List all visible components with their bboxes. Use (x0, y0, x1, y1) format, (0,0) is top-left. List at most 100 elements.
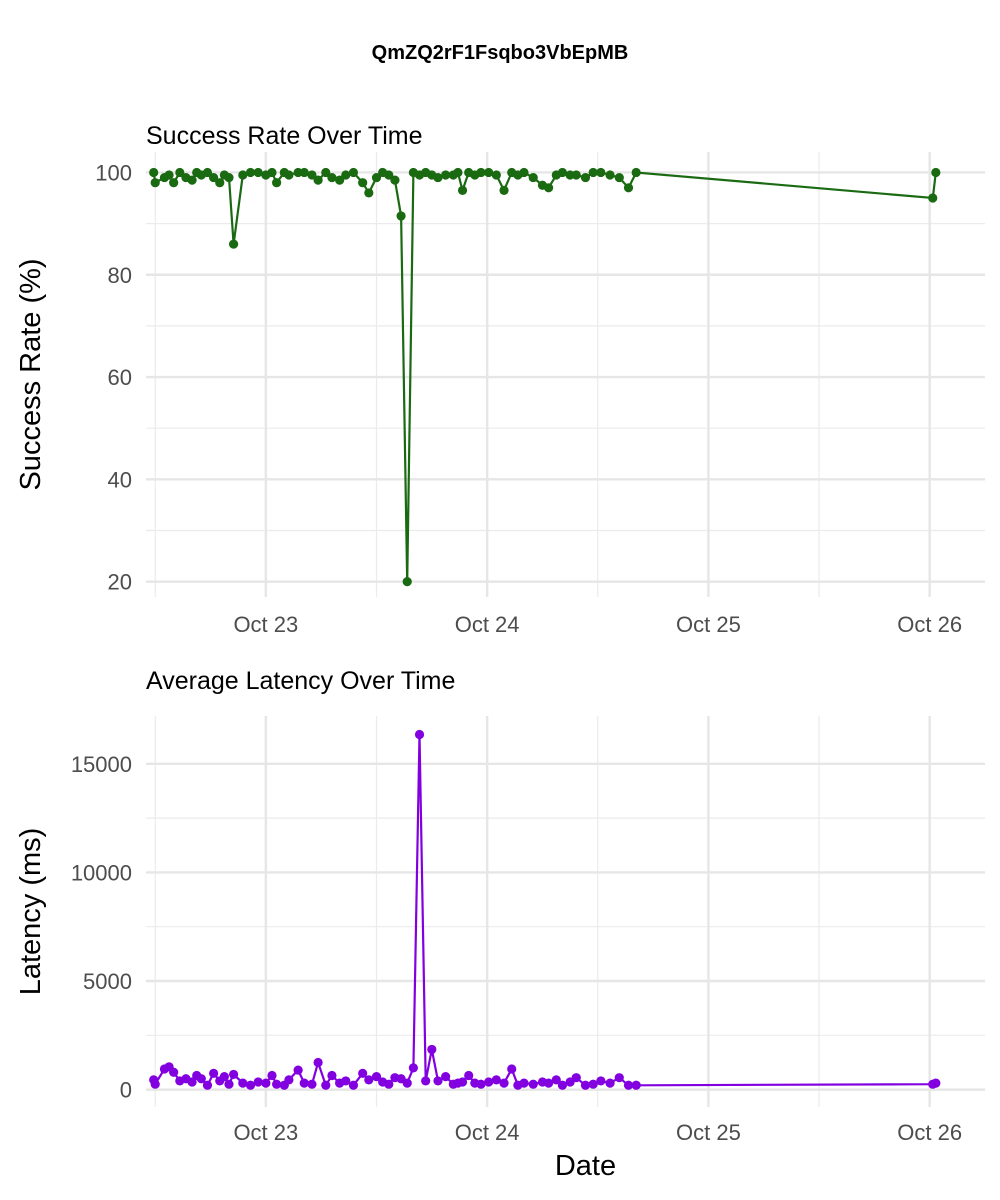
data-point (384, 1079, 394, 1089)
data-point (215, 178, 225, 188)
data-point (187, 1077, 197, 1087)
data-point (253, 167, 263, 178)
x-tick-label: Oct 23 (233, 1120, 298, 1145)
data-point (348, 1080, 359, 1090)
success-gridlines (146, 152, 985, 597)
data-point (224, 172, 234, 183)
data-point (267, 1070, 277, 1081)
data-point (238, 1078, 248, 1088)
data-point (614, 1073, 624, 1083)
data-point (228, 239, 239, 249)
y-tick-label: 15000 (71, 752, 132, 777)
data-point (457, 185, 468, 195)
x-tick-label: Oct 26 (897, 612, 962, 637)
latency-x-axis-title: Date (555, 1150, 616, 1182)
data-point (596, 1076, 606, 1086)
data-point (614, 172, 624, 183)
data-point (321, 167, 331, 178)
latency-points (149, 729, 941, 1090)
data-point (313, 1057, 323, 1068)
data-point (245, 1080, 256, 1090)
data-point (528, 172, 538, 183)
data-point (284, 170, 294, 180)
data-point (596, 167, 606, 178)
data-point (327, 172, 337, 183)
data-point (623, 1080, 634, 1090)
x-tick-label: Oct 24 (455, 1120, 520, 1145)
data-point (931, 167, 941, 178)
data-point (253, 1077, 263, 1087)
data-point (307, 170, 317, 180)
data-point (623, 183, 634, 193)
data-point (491, 1075, 501, 1085)
data-point (543, 183, 554, 193)
data-point (571, 1073, 581, 1083)
data-point (433, 1076, 443, 1086)
data-point (421, 1076, 431, 1086)
data-point (396, 211, 406, 221)
x-tick-label: Oct 26 (897, 1120, 962, 1145)
data-point (484, 167, 494, 178)
data-point (441, 1071, 451, 1082)
data-point (543, 1078, 554, 1088)
data-point (261, 1078, 271, 1088)
latency-gridlines (146, 716, 985, 1107)
data-point (267, 167, 277, 178)
data-point (580, 1080, 591, 1090)
data-point (507, 1064, 517, 1074)
x-tick-label: Oct 25 (676, 1120, 741, 1145)
data-point (150, 1079, 160, 1089)
data-point (196, 1074, 206, 1084)
data-point (499, 1078, 509, 1088)
data-point (931, 1078, 941, 1088)
data-point (551, 1075, 561, 1085)
y-tick-label: 60 (108, 365, 132, 390)
x-tick-label: Oct 25 (676, 612, 741, 637)
data-point (928, 193, 938, 203)
data-point (453, 167, 463, 178)
data-point (358, 178, 368, 188)
data-point (519, 1078, 529, 1088)
data-point (327, 1070, 337, 1081)
data-point (588, 1079, 598, 1089)
data-point (224, 1079, 234, 1089)
data-point (427, 1044, 437, 1055)
data-point (150, 178, 160, 188)
data-point (571, 170, 581, 180)
x-tick-label: Oct 24 (455, 612, 520, 637)
data-point (341, 170, 351, 180)
data-point (358, 1068, 368, 1078)
data-point (402, 1078, 412, 1088)
data-point (348, 167, 359, 178)
data-point (272, 1079, 282, 1089)
data-point (335, 175, 345, 185)
data-point (209, 1068, 219, 1078)
data-point (371, 1071, 382, 1082)
data-point (284, 1075, 294, 1085)
data-point (580, 172, 591, 183)
data-point (293, 1065, 303, 1075)
data-point (457, 1077, 468, 1087)
figure-title: QmZQ2rF1Fsqbo3VbEpMB (371, 42, 629, 64)
data-point (605, 170, 615, 180)
data-point (605, 1078, 615, 1088)
data-point (307, 1079, 317, 1089)
latency-y-axis-title: Latency (ms) (15, 828, 47, 996)
latency-chart-title: Average Latency Over Time (146, 667, 456, 695)
data-point (245, 167, 256, 178)
success-rate-chart-title: Success Rate Over Time (146, 122, 423, 150)
data-point (499, 185, 509, 195)
data-point (149, 167, 159, 178)
data-point (169, 178, 179, 188)
y-tick-label: 5000 (83, 969, 132, 994)
data-point (238, 170, 248, 180)
data-point (364, 1075, 374, 1085)
data-point (408, 1063, 418, 1073)
data-point (313, 175, 323, 185)
data-point (272, 178, 282, 188)
data-point (175, 167, 185, 178)
data-point (557, 167, 568, 178)
y-tick-label: 100 (95, 160, 132, 185)
success-y-axis-title: Success Rate (%) (15, 258, 47, 490)
